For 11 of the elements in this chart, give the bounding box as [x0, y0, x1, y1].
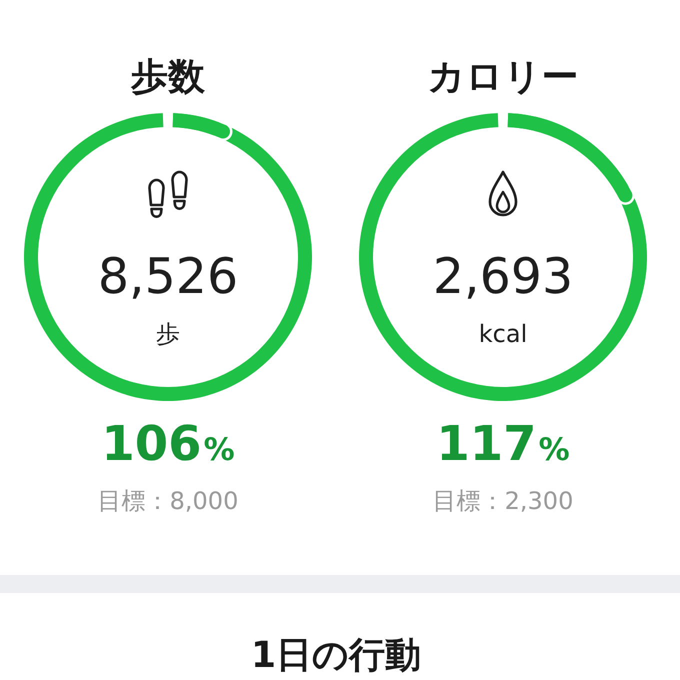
- data-label: 117%: [436, 416, 570, 472]
- data-label: 106%: [101, 416, 235, 472]
- text: 1日の行動: [250, 635, 422, 676]
- text: 歩: [156, 320, 180, 348]
- text: 2,693: [432, 248, 574, 305]
- text: 目標：8,000: [98, 487, 238, 515]
- text: kcal: [478, 320, 528, 348]
- text: カロリー: [428, 55, 578, 98]
- text: 歩数: [130, 55, 206, 98]
- text: 目標：2,300: [432, 487, 574, 515]
- text: 8,526: [98, 248, 238, 305]
